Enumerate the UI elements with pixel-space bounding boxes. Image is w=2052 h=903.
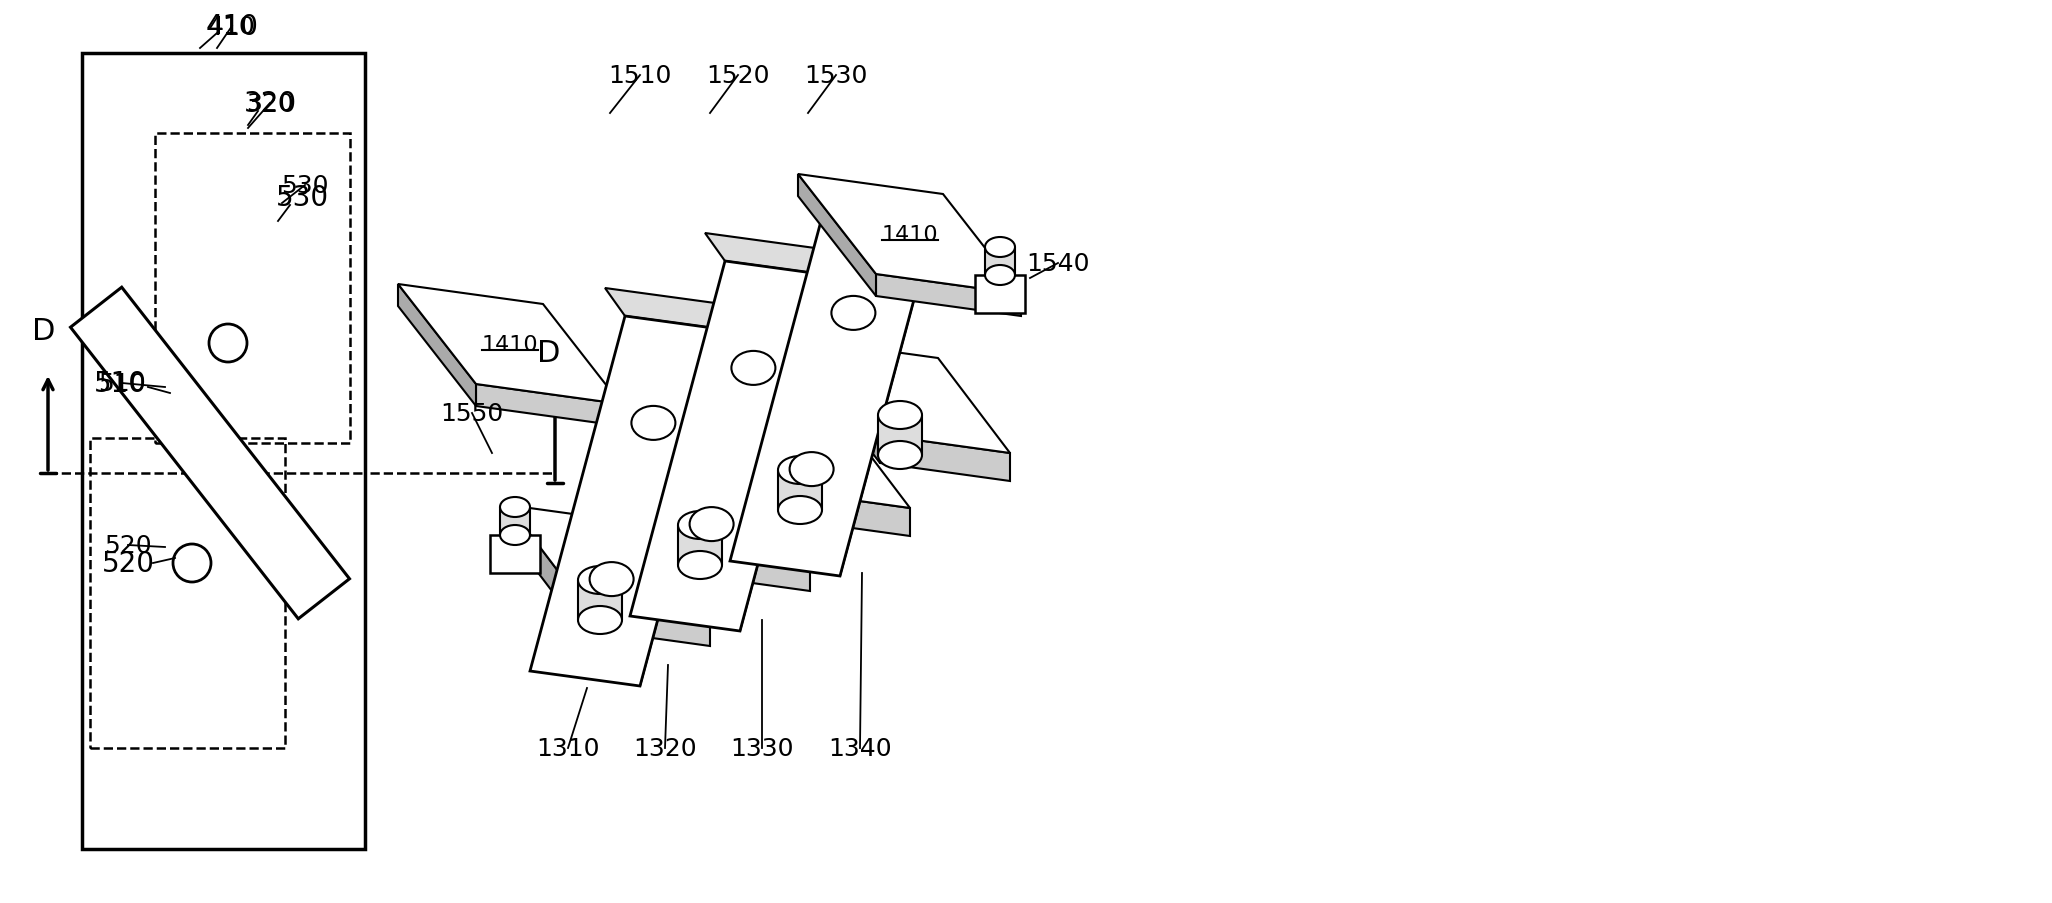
Polygon shape [509, 506, 581, 628]
Ellipse shape [878, 442, 921, 470]
Ellipse shape [677, 511, 722, 539]
Polygon shape [529, 317, 735, 686]
Polygon shape [706, 234, 835, 276]
Ellipse shape [589, 563, 634, 597]
Text: 1320: 1320 [634, 736, 698, 760]
Text: 1330: 1330 [731, 736, 794, 760]
Bar [778, 470, 823, 510]
Text: 530: 530 [281, 173, 328, 198]
Text: 1340: 1340 [829, 736, 893, 760]
Text: 1530: 1530 [804, 64, 868, 88]
Ellipse shape [632, 406, 675, 441]
Text: 520: 520 [101, 549, 154, 577]
Bar [975, 275, 1026, 313]
Polygon shape [808, 340, 880, 463]
Text: 1410: 1410 [480, 335, 538, 355]
Ellipse shape [677, 552, 722, 580]
Polygon shape [876, 275, 1022, 317]
Bar [677, 526, 722, 565]
Polygon shape [720, 248, 835, 631]
Bar [985, 247, 1016, 275]
Polygon shape [821, 194, 936, 576]
Text: 320: 320 [244, 90, 298, 118]
Bar [82, 54, 365, 849]
Text: 530: 530 [275, 184, 328, 212]
Ellipse shape [579, 566, 622, 594]
Text: D: D [33, 317, 55, 346]
Ellipse shape [501, 498, 529, 517]
Bar [156, 134, 351, 443]
Text: 1540: 1540 [1026, 252, 1090, 275]
Polygon shape [607, 451, 679, 573]
Polygon shape [476, 385, 622, 426]
Text: 410: 410 [205, 13, 259, 41]
Text: 1520: 1520 [706, 64, 770, 88]
Polygon shape [880, 435, 1010, 481]
Polygon shape [798, 175, 1022, 294]
Polygon shape [804, 179, 936, 222]
Text: 320: 320 [246, 92, 293, 116]
Text: 520: 520 [105, 534, 152, 557]
Bar [878, 415, 921, 455]
Polygon shape [509, 506, 710, 619]
Text: 410: 410 [207, 15, 256, 39]
Polygon shape [679, 545, 811, 591]
Text: D: D [538, 340, 560, 368]
Polygon shape [398, 284, 476, 406]
Ellipse shape [985, 237, 1016, 257]
Text: 510: 510 [94, 369, 146, 397]
Polygon shape [398, 284, 622, 405]
Bar [501, 507, 529, 535]
Bar [579, 581, 622, 620]
Ellipse shape [778, 497, 823, 525]
Polygon shape [798, 175, 876, 297]
Ellipse shape [579, 606, 622, 634]
Text: 1410: 1410 [880, 225, 938, 245]
Polygon shape [581, 600, 710, 647]
Ellipse shape [985, 265, 1016, 285]
Polygon shape [780, 490, 909, 536]
Bar [490, 535, 540, 573]
Ellipse shape [878, 402, 921, 430]
Ellipse shape [172, 545, 211, 582]
Ellipse shape [790, 452, 833, 487]
Text: 510: 510 [98, 372, 146, 396]
Polygon shape [708, 396, 780, 518]
Text: 1310: 1310 [536, 736, 599, 760]
Ellipse shape [731, 351, 776, 386]
Text: 1550: 1550 [441, 402, 503, 425]
Polygon shape [630, 262, 835, 631]
Ellipse shape [689, 507, 735, 542]
Polygon shape [605, 289, 735, 331]
Ellipse shape [501, 526, 529, 545]
Ellipse shape [778, 457, 823, 485]
Bar [90, 439, 285, 749]
Polygon shape [620, 303, 735, 686]
Text: 1510: 1510 [607, 64, 671, 88]
Polygon shape [808, 340, 1010, 453]
Polygon shape [607, 451, 811, 563]
Ellipse shape [209, 325, 246, 363]
Polygon shape [731, 207, 936, 576]
Polygon shape [708, 396, 909, 508]
Polygon shape [70, 288, 349, 619]
Ellipse shape [831, 296, 876, 330]
